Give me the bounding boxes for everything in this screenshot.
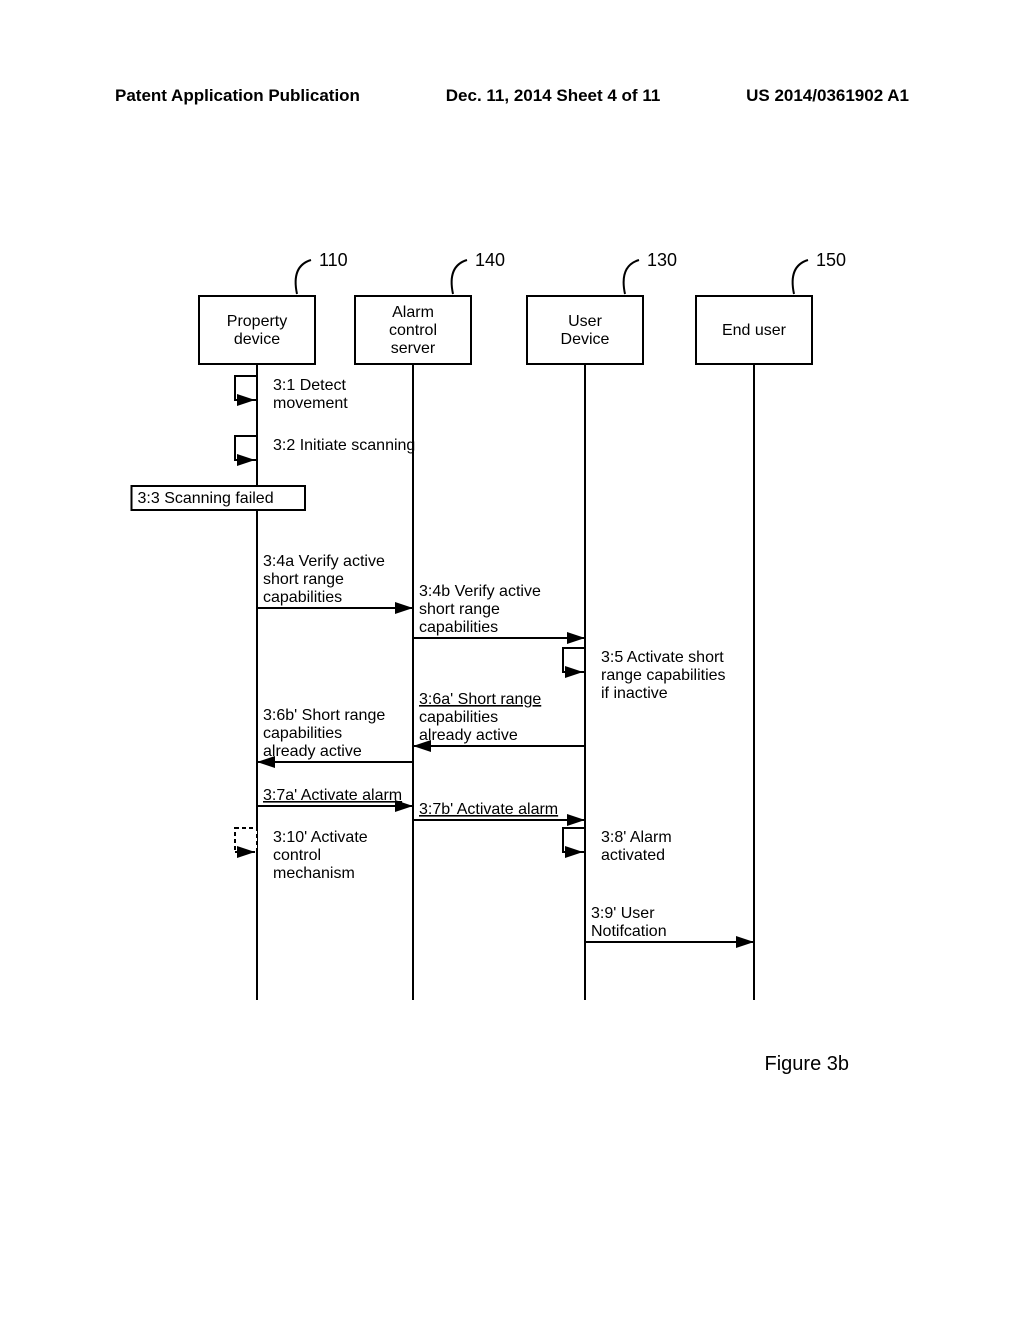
svg-text:capabilities: capabilities [263, 725, 342, 742]
svg-text:server: server [391, 340, 436, 357]
svg-text:short range: short range [419, 601, 500, 618]
svg-text:already active: already active [419, 727, 518, 744]
svg-text:device: device [234, 331, 280, 348]
svg-text:End user: End user [722, 322, 787, 339]
svg-text:3:3 Scanning failed: 3:3 Scanning failed [138, 490, 274, 507]
svg-text:3:7a' Activate alarm: 3:7a' Activate alarm [263, 787, 402, 804]
svg-text:3:6b' Short range: 3:6b' Short range [263, 707, 385, 724]
svg-text:if inactive: if inactive [601, 685, 668, 702]
svg-text:3:7b' Activate alarm: 3:7b' Activate alarm [419, 801, 558, 818]
svg-text:control: control [389, 322, 437, 339]
sequence-diagram: 110Propertydevice140Alarmcontrolserver13… [0, 0, 1024, 1320]
svg-text:short range: short range [263, 571, 344, 588]
svg-text:already active: already active [263, 743, 362, 760]
svg-text:Device: Device [561, 331, 610, 348]
svg-text:User: User [568, 313, 602, 330]
svg-text:activated: activated [601, 847, 665, 864]
svg-text:capabilities: capabilities [263, 589, 342, 606]
svg-text:3:4a Verify active: 3:4a Verify active [263, 553, 385, 570]
svg-text:110: 110 [319, 250, 348, 270]
svg-text:movement: movement [273, 395, 348, 412]
svg-text:130: 130 [647, 250, 677, 270]
svg-text:3:5 Activate short: 3:5 Activate short [601, 649, 724, 666]
svg-text:capabilities: capabilities [419, 709, 498, 726]
svg-text:control: control [273, 847, 321, 864]
svg-text:Property: Property [227, 313, 287, 330]
svg-text:Notifcation: Notifcation [591, 923, 667, 940]
svg-text:3:4b Verify active: 3:4b Verify active [419, 583, 541, 600]
svg-text:capabilities: capabilities [419, 619, 498, 636]
svg-text:3:10' Activate: 3:10' Activate [273, 829, 368, 846]
svg-text:3:2 Initiate scanning: 3:2 Initiate scanning [273, 437, 415, 454]
svg-text:140: 140 [475, 250, 505, 270]
svg-text:3:6a' Short range: 3:6a' Short range [419, 691, 541, 708]
svg-text:range capabilities: range capabilities [601, 667, 726, 684]
svg-text:Alarm: Alarm [392, 304, 434, 321]
svg-text:3:9' User: 3:9' User [591, 905, 655, 922]
svg-text:3:1 Detect: 3:1 Detect [273, 377, 346, 394]
svg-text:mechanism: mechanism [273, 865, 355, 882]
svg-text:150: 150 [816, 250, 846, 270]
figure-caption: Figure 3b [765, 1053, 850, 1076]
svg-text:3:8' Alarm: 3:8' Alarm [601, 829, 672, 846]
